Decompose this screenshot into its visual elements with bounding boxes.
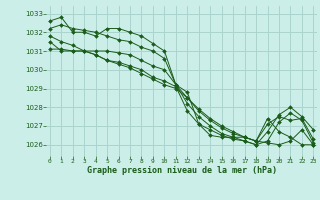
X-axis label: Graphe pression niveau de la mer (hPa): Graphe pression niveau de la mer (hPa) (87, 166, 276, 175)
